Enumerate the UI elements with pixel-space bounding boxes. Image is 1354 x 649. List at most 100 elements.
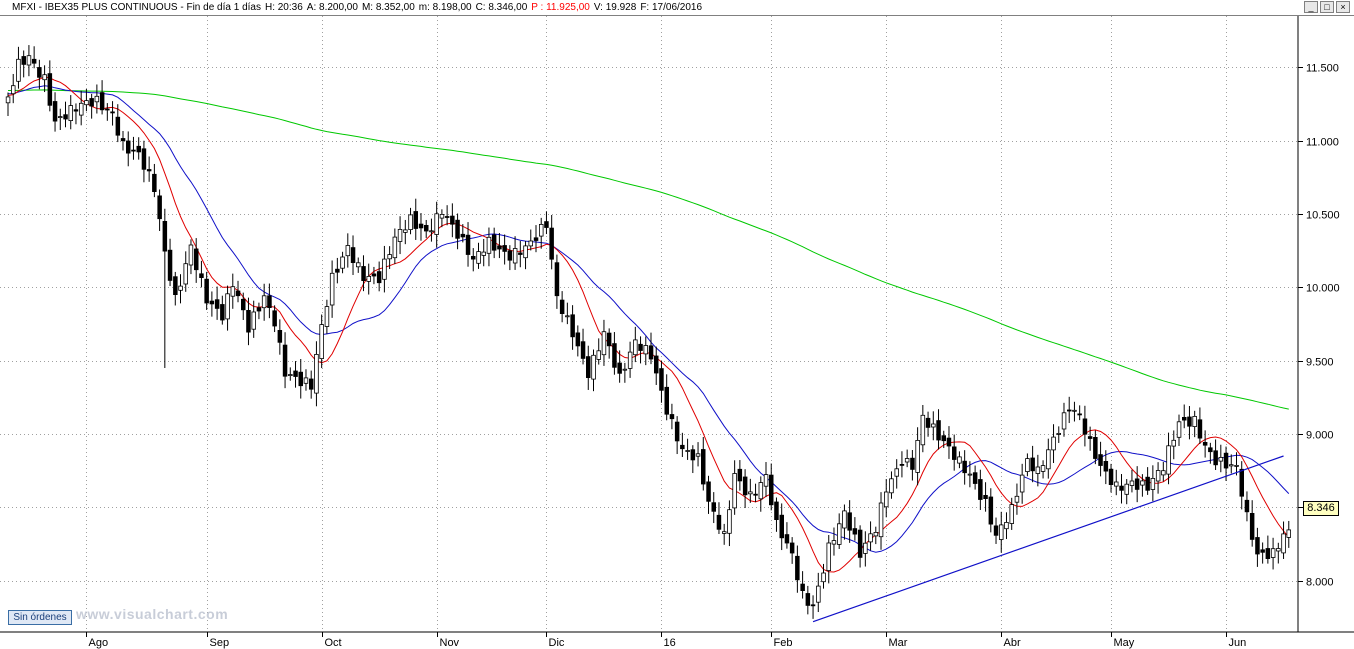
close-button[interactable]: × — [1336, 1, 1350, 13]
candle-body — [894, 468, 900, 477]
candle-body — [899, 463, 905, 466]
candle-body — [789, 542, 795, 554]
candle-body — [141, 148, 147, 170]
candle-body — [1082, 418, 1088, 435]
candle-body — [1051, 436, 1056, 451]
candle-body — [115, 116, 121, 136]
candle-body — [810, 604, 816, 607]
candle-body — [748, 491, 753, 495]
candle-body — [1255, 537, 1260, 555]
candle-body — [73, 109, 79, 112]
title-part: m: 8.198,00 — [418, 2, 472, 13]
candle-body — [920, 414, 926, 446]
candle-body — [575, 332, 581, 347]
candle-body — [293, 370, 298, 377]
candle-body — [502, 245, 507, 252]
candle-body — [173, 276, 178, 296]
candle-body — [957, 456, 962, 464]
candle-body — [162, 220, 168, 252]
candle-body — [993, 525, 999, 536]
candle-body — [42, 74, 47, 81]
candle-body — [659, 368, 664, 391]
candle-body — [601, 331, 607, 356]
sma-short-line — [7, 76, 1290, 573]
candle-body — [199, 273, 204, 278]
title-part: M: 8.352,00 — [361, 2, 415, 13]
candle-body — [1035, 466, 1041, 474]
support-trendline — [812, 455, 1284, 623]
candle-body — [586, 356, 591, 379]
candle-body — [146, 169, 152, 172]
candle-body — [152, 173, 157, 193]
candle-body — [94, 95, 100, 103]
maximize-button[interactable]: □ — [1320, 1, 1334, 13]
candle-body — [612, 343, 617, 368]
candle-body — [303, 377, 309, 384]
candle-body — [910, 457, 915, 470]
candle-body — [423, 224, 429, 232]
candle-body — [465, 234, 471, 255]
candle-body — [523, 245, 528, 259]
candle-body — [1067, 409, 1072, 412]
candle-body — [695, 453, 701, 457]
candle-body — [403, 229, 408, 233]
title-part: A: 8.200,00 — [306, 2, 358, 13]
candle-body — [1087, 436, 1093, 439]
candle-body — [591, 354, 596, 380]
candle-body — [361, 266, 366, 282]
orders-button[interactable]: Sin órdenes — [8, 610, 72, 625]
candle-body — [978, 479, 983, 500]
candle-body — [413, 211, 418, 229]
candle-body — [800, 583, 805, 591]
candle-body — [1276, 548, 1281, 552]
candle-body — [863, 542, 868, 554]
candle-body — [131, 149, 136, 152]
candle-body — [1098, 454, 1103, 466]
price-tick-label: 11.500 — [1306, 63, 1339, 75]
candle-body — [570, 314, 575, 338]
candle-body — [999, 524, 1004, 540]
candle-body — [1114, 481, 1119, 487]
candle-body — [617, 362, 622, 374]
candle-body — [235, 290, 241, 297]
title-part: V: 19.928 — [593, 2, 637, 13]
candle-body — [251, 311, 256, 330]
candle-body — [1140, 480, 1145, 486]
last-price-label: 8.346 — [1303, 501, 1339, 516]
candle-body — [439, 213, 445, 219]
candle-body — [784, 534, 790, 544]
candle-body — [915, 439, 920, 473]
title-part: MFXI - IBEX35 PLUS CONTINUOUS - Fin de d… — [12, 2, 261, 13]
candle-body — [1249, 512, 1255, 540]
price-axis: 8.0008.5009.0009.50010.00010.50011.00011… — [1297, 16, 1340, 632]
candle-body — [633, 339, 638, 356]
candle-body — [220, 304, 225, 321]
sma-20-line — [7, 85, 1290, 553]
candle-body — [470, 255, 476, 260]
candle-body — [37, 67, 42, 78]
candle-body — [288, 374, 293, 377]
candle-body — [669, 414, 675, 420]
candle-body — [1213, 450, 1218, 466]
candle-body — [79, 102, 84, 116]
candle-body — [1244, 499, 1250, 513]
candle-body — [1260, 549, 1265, 553]
candle-body — [821, 572, 826, 583]
month-label: May — [1114, 637, 1135, 649]
candle-body — [664, 386, 670, 415]
candle-body — [972, 472, 978, 484]
candle-body — [816, 585, 821, 603]
candle-body — [518, 252, 523, 255]
candle-body — [240, 298, 246, 311]
minimize-button[interactable]: _ — [1304, 1, 1318, 13]
candle-body — [371, 273, 377, 277]
candle-body — [47, 73, 53, 106]
candle-body — [392, 236, 398, 259]
candle-body — [397, 228, 403, 242]
candle-body — [434, 213, 439, 235]
month-label: Dic — [549, 637, 565, 649]
price-chart[interactable]: 8.0008.5009.0009.50010.00010.50011.00011… — [0, 16, 1354, 649]
candle-body — [188, 244, 194, 266]
candle-body — [204, 278, 209, 304]
candle-body — [10, 85, 16, 95]
